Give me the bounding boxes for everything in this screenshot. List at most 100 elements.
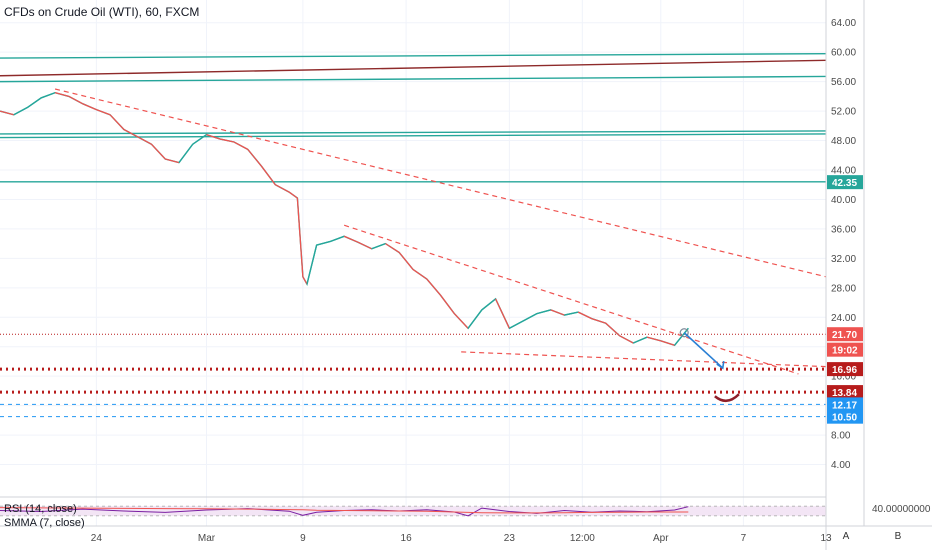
horizontal-level-line xyxy=(0,130,827,135)
price-segment xyxy=(150,143,166,160)
price-segment xyxy=(68,95,83,105)
price-segment xyxy=(605,322,620,337)
price-segment xyxy=(357,241,372,250)
price-segment xyxy=(330,235,345,243)
price-label-box xyxy=(827,397,863,412)
x-tick-label: 23 xyxy=(504,533,516,544)
x-tick-label: Mar xyxy=(198,533,216,544)
price-segment xyxy=(247,148,263,167)
projection-arrowhead xyxy=(716,360,725,370)
price-label-box xyxy=(827,362,863,377)
price-segment xyxy=(137,136,152,145)
price-label-text: 21.70 xyxy=(832,330,857,341)
price-label-box xyxy=(827,327,863,342)
x-tick-label: 9 xyxy=(300,533,306,544)
support-curve xyxy=(714,393,740,403)
price-label-box xyxy=(827,342,863,357)
price-line xyxy=(0,91,689,347)
trendline xyxy=(343,224,799,375)
price-segment xyxy=(660,340,675,346)
price-segment xyxy=(165,158,180,164)
time-axis[interactable]: 24 Mar 9 16 23 12:00 Apr 7 13 xyxy=(91,533,832,544)
price-segment xyxy=(591,318,606,324)
projection-arrow xyxy=(683,332,724,369)
horizontal-level-line xyxy=(0,75,827,83)
price-segment xyxy=(316,240,331,246)
price-label-text: 12.17 xyxy=(832,400,857,411)
y-tick-label: 56.00 xyxy=(831,77,856,88)
x-tick-label: 16 xyxy=(401,533,413,544)
price-segment xyxy=(302,276,308,285)
price-segment xyxy=(495,298,510,329)
price-segment xyxy=(343,235,359,243)
price-segment xyxy=(13,106,28,116)
y-tick-label: 28.00 xyxy=(831,283,856,294)
y-tick-label: 40.00 xyxy=(831,195,856,206)
horizontal-level-line xyxy=(0,133,827,139)
price-label-box xyxy=(827,409,863,424)
price-segment xyxy=(261,165,276,186)
price-segment xyxy=(522,313,538,322)
price-label-text: 13.84 xyxy=(832,388,857,399)
price-label-text: 10.50 xyxy=(832,413,857,424)
horizontal-level-line xyxy=(0,59,827,77)
y-tick-label: 60.00 xyxy=(831,48,856,59)
settings-button[interactable]: B xyxy=(894,531,902,542)
y-tick-label: 52.00 xyxy=(831,107,856,118)
y-tick-label: 16.00 xyxy=(831,372,856,383)
price-segment xyxy=(674,327,689,346)
price-segment xyxy=(619,335,634,344)
price-label-text: 16.96 xyxy=(832,365,857,376)
price-segment xyxy=(412,268,428,280)
price-segment xyxy=(509,320,524,329)
price-segment xyxy=(371,243,386,250)
rsi-panel xyxy=(0,505,826,517)
price-segment xyxy=(536,309,551,315)
horizontal-level-line xyxy=(0,52,827,59)
anchor-circle xyxy=(679,328,689,338)
price-segment xyxy=(178,143,194,164)
auto-scale-button[interactable]: A xyxy=(842,531,850,542)
x-tick-label: 24 xyxy=(91,533,103,544)
price-segment xyxy=(96,109,111,116)
price-segment xyxy=(646,336,661,342)
price-segment xyxy=(123,128,138,138)
trendline xyxy=(54,88,827,278)
x-tick-label: 12:00 xyxy=(570,533,595,544)
price-segment xyxy=(275,184,290,193)
price-segment xyxy=(467,309,483,329)
smma-line xyxy=(0,507,689,514)
y-tick-label: 48.00 xyxy=(831,136,856,147)
price-label-box xyxy=(827,385,863,400)
annotations xyxy=(679,328,740,403)
price-segment xyxy=(0,110,14,116)
price-segment xyxy=(481,298,497,311)
price-label-text: 19:02 xyxy=(832,346,858,357)
price-segment xyxy=(306,244,318,285)
price-segment xyxy=(82,103,97,111)
price-segment xyxy=(296,197,304,277)
price-label-text: 42.35 xyxy=(832,178,857,189)
y-tick-label: 8.00 xyxy=(831,431,851,442)
y-tick-label: 4.00 xyxy=(831,460,851,471)
x-tick-label: Apr xyxy=(653,533,669,544)
chart-title: CFDs on Crude Oil (WTI), 60, FXCM xyxy=(4,5,200,19)
price-segment xyxy=(192,134,207,145)
rsi-axis-value: 40.00000000 xyxy=(872,504,931,515)
trendlines xyxy=(54,88,827,375)
smma-indicator-label[interactable]: SMMA (7, close) xyxy=(4,517,85,529)
trendline xyxy=(461,351,827,368)
rsi-value-label: 40.00000000 xyxy=(872,504,931,515)
horizontal-levels xyxy=(0,52,827,418)
price-label-box xyxy=(827,175,863,190)
y-tick-label: 24.00 xyxy=(831,313,856,324)
y-tick-label: 44.00 xyxy=(831,166,856,177)
price-segment xyxy=(426,278,442,296)
price-segment xyxy=(54,92,70,97)
price-segment xyxy=(233,141,249,150)
rsi-indicator-label[interactable]: RSI (14, close) xyxy=(4,503,77,515)
price-series xyxy=(0,91,689,347)
price-segment xyxy=(288,191,298,199)
